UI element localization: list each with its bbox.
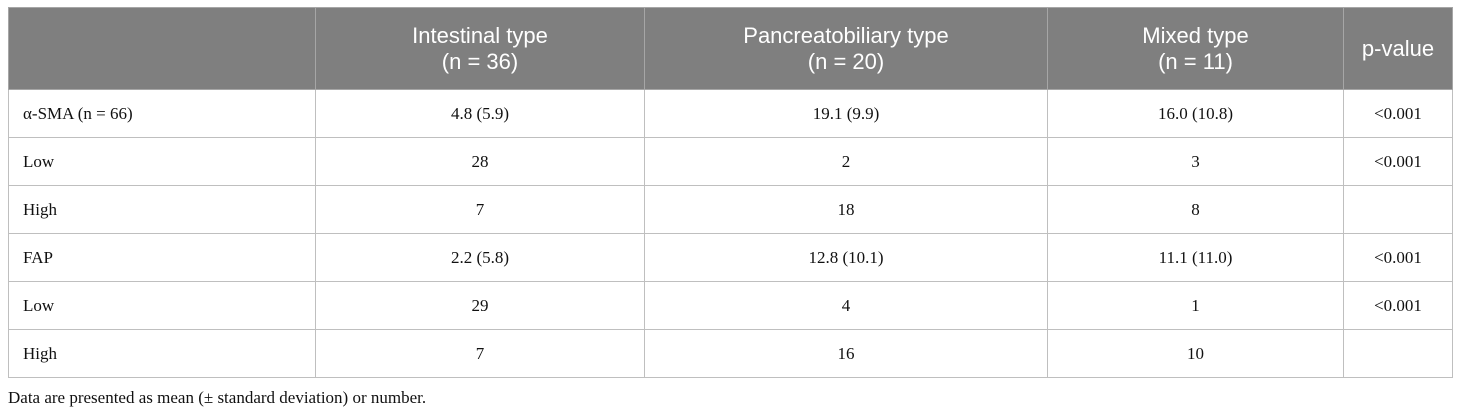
p-value-cell: <0.001 xyxy=(1343,89,1453,138)
table-cell: 19.1 (9.9) xyxy=(644,89,1048,138)
table-header-row: Intestinal type (n = 36) Pancreatobiliar… xyxy=(8,7,1453,90)
p-value-cell xyxy=(1343,329,1453,378)
header-title: p-value xyxy=(1361,35,1435,61)
header-cell-pancreatobiliary: Pancreatobiliary type (n = 20) xyxy=(644,7,1048,90)
header-title: Mixed type xyxy=(1142,22,1249,48)
row-label: FAP xyxy=(8,233,316,282)
data-table: Intestinal type (n = 36) Pancreatobiliar… xyxy=(8,7,1453,378)
table-cell: 2 xyxy=(644,137,1048,186)
table-row: High 7 18 8 xyxy=(8,185,1453,234)
row-label: High xyxy=(8,185,316,234)
row-label: High xyxy=(8,329,316,378)
p-value-cell xyxy=(1343,185,1453,234)
data-table-container: Intestinal type (n = 36) Pancreatobiliar… xyxy=(8,7,1453,378)
row-label: α-SMA (n = 66) xyxy=(8,89,316,138)
table-cell: 10 xyxy=(1047,329,1344,378)
p-value-cell: <0.001 xyxy=(1343,137,1453,186)
table-footnote: Data are presented as mean (± standard d… xyxy=(8,388,427,407)
header-subtitle: (n = 36) xyxy=(441,48,519,74)
row-label: Low xyxy=(8,281,316,330)
table-cell: 8 xyxy=(1047,185,1344,234)
header-cell-mixed: Mixed type (n = 11) xyxy=(1047,7,1344,90)
table-row: α-SMA (n = 66) 4.8 (5.9) 19.1 (9.9) 16.0… xyxy=(8,89,1453,138)
table-row: Low 28 2 3 <0.001 xyxy=(8,137,1453,186)
table-cell: 7 xyxy=(315,329,645,378)
table-cell: 7 xyxy=(315,185,645,234)
table-cell: 29 xyxy=(315,281,645,330)
header-subtitle: (n = 20) xyxy=(807,48,885,74)
header-cell-intestinal: Intestinal type (n = 36) xyxy=(315,7,645,90)
header-title: Pancreatobiliary type xyxy=(743,22,949,48)
table-cell: 4.8 (5.9) xyxy=(315,89,645,138)
header-title: Intestinal type xyxy=(412,22,548,48)
table-cell: 12.8 (10.1) xyxy=(644,233,1048,282)
table-row: Low 29 4 1 <0.001 xyxy=(8,281,1453,330)
table-cell: 11.1 (11.0) xyxy=(1047,233,1344,282)
table-cell: 18 xyxy=(644,185,1048,234)
header-cell-label xyxy=(8,7,316,90)
table-row: FAP 2.2 (5.8) 12.8 (10.1) 11.1 (11.0) <0… xyxy=(8,233,1453,282)
table-cell: 3 xyxy=(1047,137,1344,186)
table-cell: 28 xyxy=(315,137,645,186)
table-cell: 1 xyxy=(1047,281,1344,330)
p-value-cell: <0.001 xyxy=(1343,281,1453,330)
table-cell: 2.2 (5.8) xyxy=(315,233,645,282)
header-subtitle: (n = 11) xyxy=(1158,48,1233,74)
table-cell: 4 xyxy=(644,281,1048,330)
header-cell-p-value: p-value xyxy=(1343,7,1453,90)
table-row: High 7 16 10 xyxy=(8,329,1453,378)
table-cell: 16.0 (10.8) xyxy=(1047,89,1344,138)
table-cell: 16 xyxy=(644,329,1048,378)
row-label: Low xyxy=(8,137,316,186)
p-value-cell: <0.001 xyxy=(1343,233,1453,282)
